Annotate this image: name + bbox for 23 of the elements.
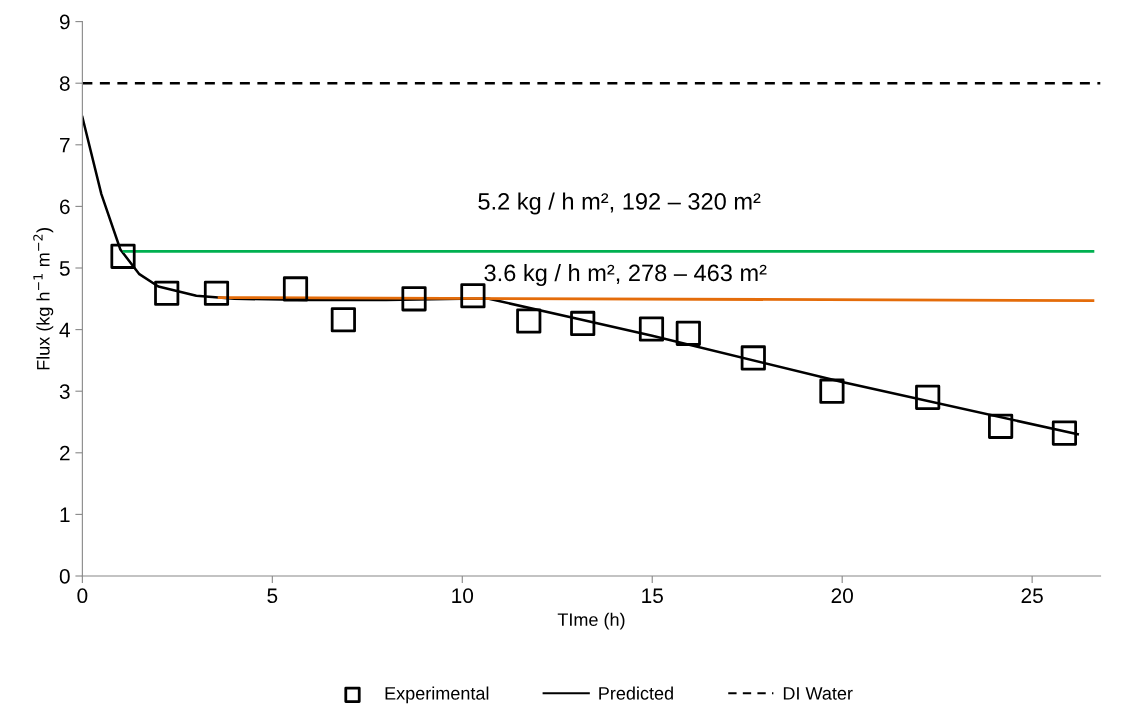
- y-tick-label: 8: [59, 76, 70, 91]
- x-tick-label: 10: [452, 588, 474, 604]
- y-tick-label: 4: [59, 322, 70, 338]
- legend-label: DI Water: [783, 687, 853, 700]
- y-tick-label: 6: [60, 199, 70, 215]
- y-tick-label: 0: [59, 569, 70, 584]
- y-tick-label: 7: [60, 138, 70, 153]
- x-axis-title: TIme (h): [557, 612, 625, 630]
- annotation: 5.2 kg / h m², 192 – 320 m²: [478, 192, 761, 215]
- y-tick-label: 3: [59, 384, 70, 399]
- legend-label: Experimental: [385, 686, 489, 704]
- x-tick-label: 5: [267, 588, 278, 604]
- y-axis-title: Flux (kg h$^{−1}$ m$^{−2}$): [33, 228, 54, 370]
- annotation: 3.6 kg / h m², 278 – 463 m²: [484, 263, 767, 286]
- y-tick-label: 9: [59, 14, 70, 30]
- x-tick-label: 20: [831, 588, 853, 604]
- y-tick-label: 1: [60, 507, 70, 522]
- y-tick-label: 2: [60, 445, 70, 461]
- y-tick-label: 5: [59, 261, 70, 276]
- legend-label: Predicted: [599, 686, 673, 700]
- x-tick-label: 25: [1021, 588, 1043, 604]
- x-tick-label: 15: [642, 588, 663, 604]
- x-tick-label: 0: [77, 588, 88, 604]
